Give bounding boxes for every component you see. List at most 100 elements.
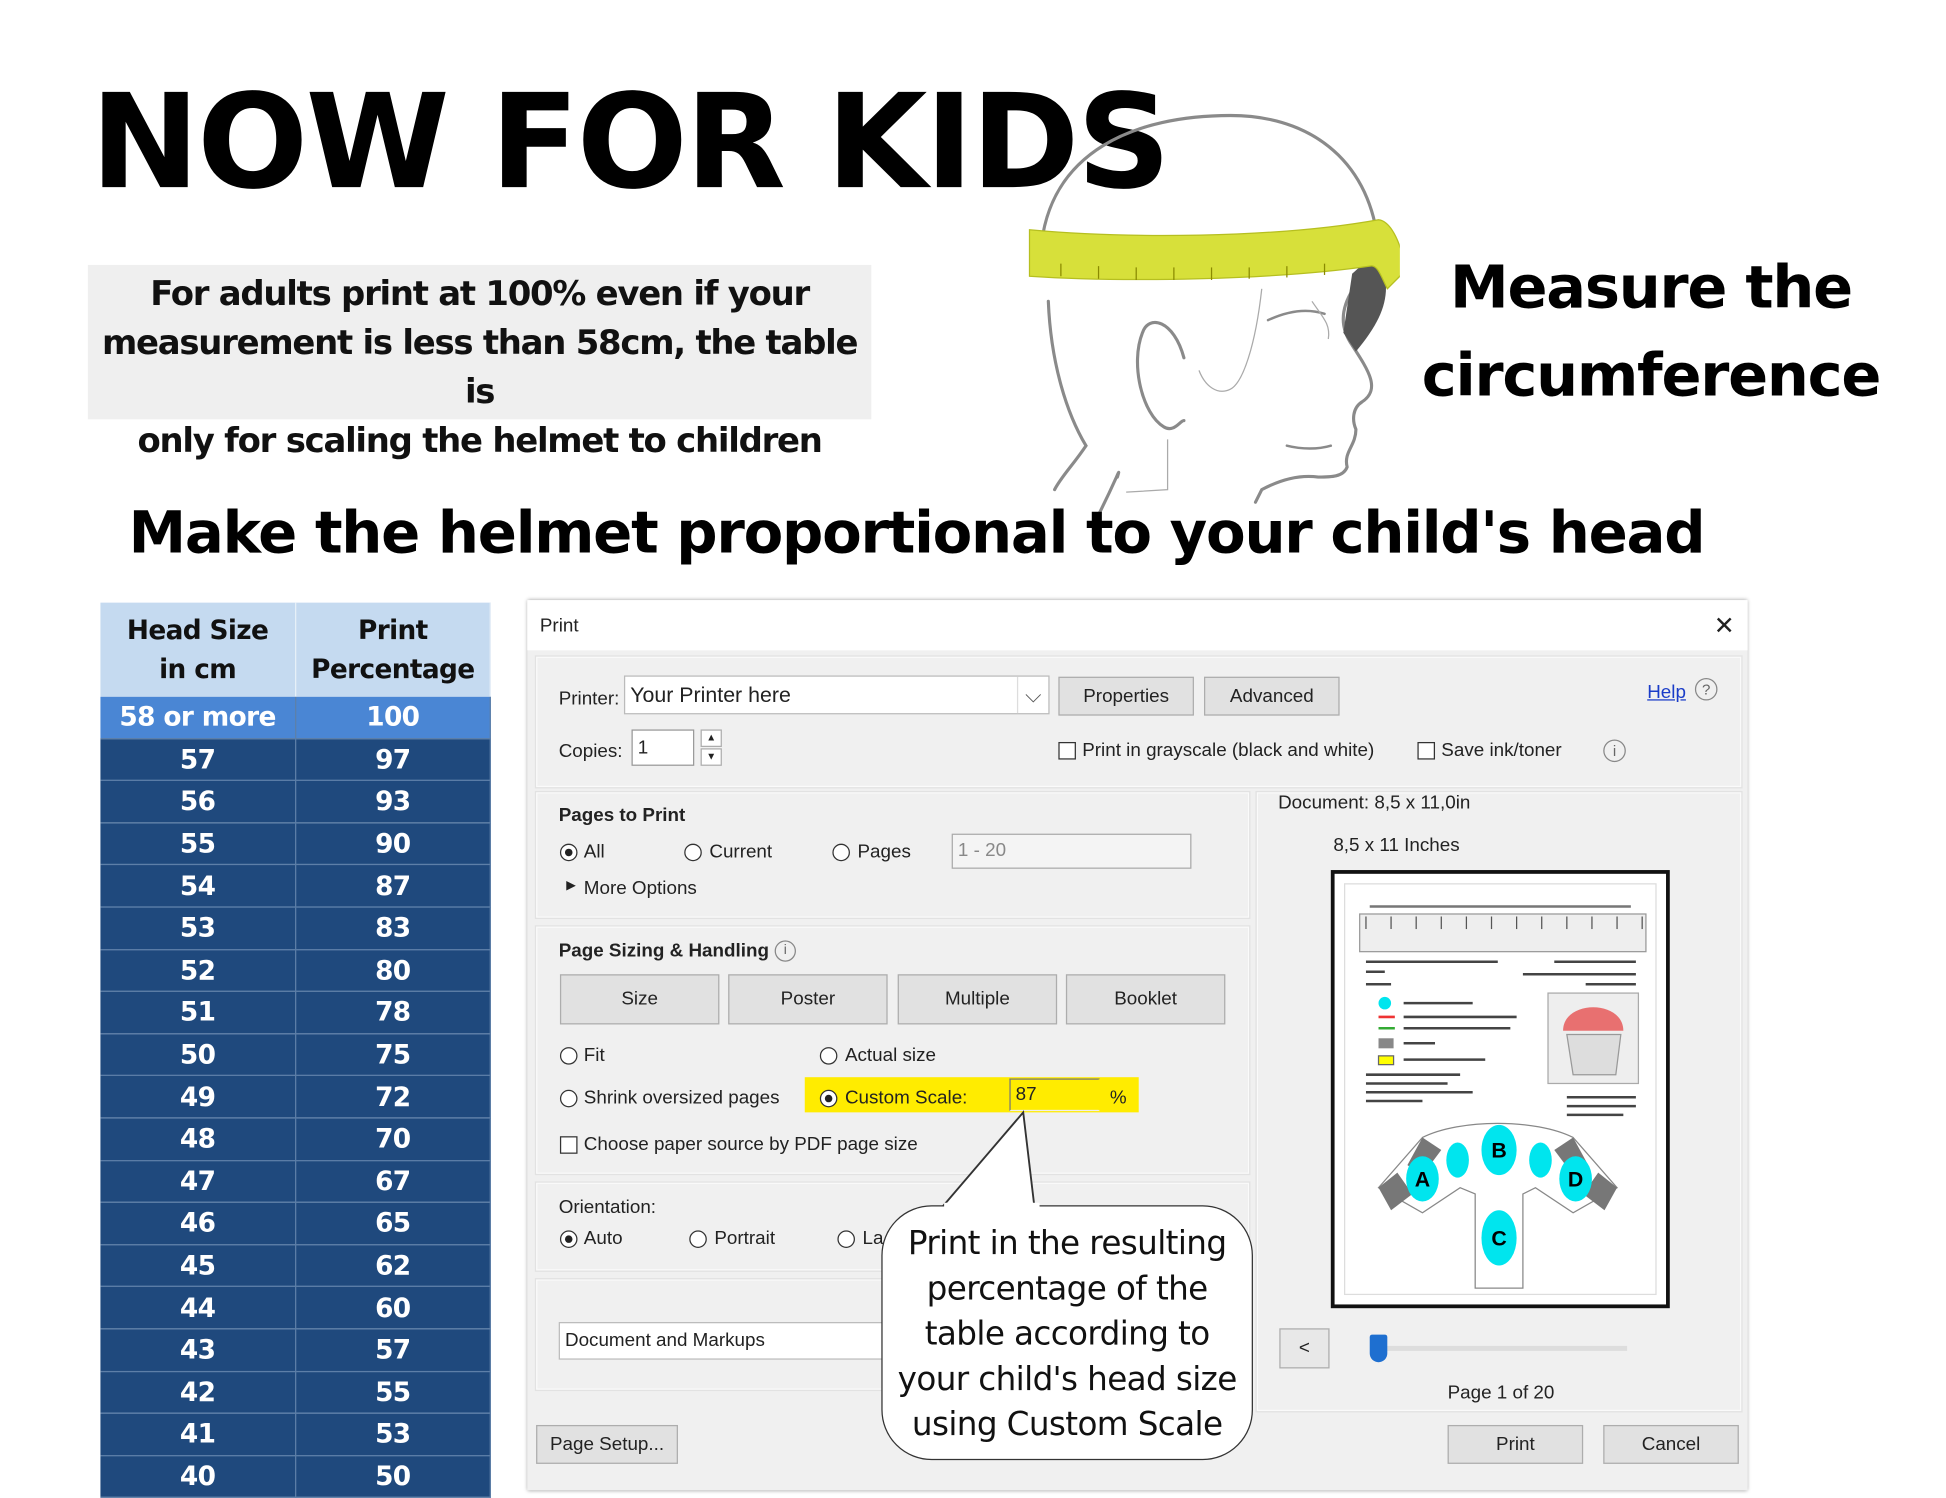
piece-label-b: B bbox=[1491, 1139, 1506, 1163]
print-percentage-cell: 70 bbox=[295, 1117, 491, 1161]
radio-portrait[interactable] bbox=[689, 1230, 707, 1248]
more-options-toggle[interactable]: More Options bbox=[583, 877, 697, 899]
table-row: 55 90 bbox=[100, 822, 491, 866]
callout-bubble: Print in the resulting percentage of the… bbox=[881, 1205, 1253, 1461]
adult-note: For adults print at 100% even if your me… bbox=[87, 264, 872, 461]
cancel-button[interactable]: Cancel bbox=[1603, 1424, 1739, 1464]
piece-label-d: D bbox=[1568, 1167, 1583, 1191]
head-size-cell: 51 bbox=[100, 991, 296, 1035]
head-size-cell: 58 or more bbox=[100, 696, 296, 739]
measure-line: circumference bbox=[1421, 341, 1882, 411]
measure-line: Measure the bbox=[1450, 253, 1853, 323]
measure-instruction: Measure the circumference bbox=[1394, 245, 1909, 421]
radio-actual-size[interactable] bbox=[819, 1047, 838, 1065]
radio-fit[interactable] bbox=[559, 1047, 578, 1065]
copies-increment[interactable]: ▲ bbox=[700, 729, 722, 748]
print-percentage-cell: 50 bbox=[295, 1455, 491, 1498]
poster-subtitle: Make the helmet proportional to your chi… bbox=[128, 498, 1706, 567]
table-row: 53 83 bbox=[100, 907, 491, 950]
paper-source-checkbox[interactable] bbox=[559, 1136, 578, 1154]
page-slider-thumb[interactable] bbox=[1369, 1334, 1388, 1363]
header-line: Head Size bbox=[126, 614, 269, 645]
radio-auto[interactable] bbox=[559, 1230, 578, 1248]
table-row: 56 93 bbox=[100, 780, 491, 824]
paper-source-label: Choose paper source by PDF page size bbox=[583, 1133, 918, 1156]
tab-size[interactable]: Size bbox=[559, 974, 720, 1025]
piece-label-c: C bbox=[1491, 1226, 1506, 1250]
print-percentage-cell: 57 bbox=[295, 1328, 491, 1372]
head-size-cell: 55 bbox=[100, 822, 296, 866]
print-percentage-cell: 87 bbox=[295, 864, 491, 908]
table-row: 49 72 bbox=[100, 1075, 491, 1119]
page-indicator: Page 1 of 20 bbox=[1447, 1382, 1555, 1404]
radio-all[interactable] bbox=[559, 843, 578, 862]
landscape-label: La bbox=[862, 1227, 884, 1250]
scale-table: Head Size in cm Print Percentage 58 or mor… bbox=[100, 602, 491, 1498]
all-label: All bbox=[583, 841, 605, 863]
table-row: 45 62 bbox=[100, 1244, 491, 1288]
head-size-cell: 47 bbox=[100, 1160, 296, 1203]
tab-booklet[interactable]: Booklet bbox=[1065, 974, 1226, 1025]
table-body: 58 or more 100 57 97 56 93 55 90 54 87 53 83 52 80 51 7… bbox=[100, 696, 491, 1498]
note-line: only for scaling the helmet to children bbox=[137, 421, 822, 461]
print-percentage-cell: 75 bbox=[295, 1033, 491, 1077]
copies-decrement[interactable]: ▼ bbox=[700, 748, 722, 766]
radio-custom-scale[interactable] bbox=[819, 1089, 838, 1108]
table-row: 54 87 bbox=[100, 864, 491, 908]
page-sizing-heading: Page Sizing & Handling bbox=[558, 940, 770, 962]
help-icon[interactable]: ? bbox=[1694, 677, 1718, 701]
comments-forms-select[interactable]: Document and Markups bbox=[558, 1322, 936, 1360]
head-size-cell: 52 bbox=[100, 949, 296, 993]
header-line: in cm bbox=[159, 653, 237, 684]
copies-input[interactable]: 1 bbox=[631, 729, 695, 766]
save-ink-label: Save ink/toner bbox=[1441, 739, 1562, 761]
pages-to-print-panel: Pages to Print All Current Pages 1 - 20 … bbox=[534, 790, 1251, 920]
info-icon[interactable]: i bbox=[1603, 739, 1626, 763]
prev-page-button[interactable]: < bbox=[1279, 1328, 1330, 1369]
radio-current[interactable] bbox=[684, 843, 702, 862]
head-size-cell: 56 bbox=[100, 780, 296, 824]
head-size-cell: 43 bbox=[100, 1328, 296, 1372]
pages-range-input[interactable]: 1 - 20 bbox=[951, 833, 1192, 869]
header-line: Print bbox=[358, 614, 428, 645]
radio-landscape[interactable] bbox=[837, 1230, 855, 1248]
pages-to-print-heading: Pages to Print bbox=[558, 804, 686, 827]
save-ink-checkbox[interactable] bbox=[1417, 741, 1436, 760]
grayscale-checkbox[interactable] bbox=[1058, 741, 1076, 760]
callout-line: your child's head size bbox=[897, 1360, 1238, 1399]
chevron-down-icon: ⌵ bbox=[1016, 676, 1048, 714]
close-icon[interactable]: ✕ bbox=[1713, 612, 1735, 641]
print-percentage-cell: 53 bbox=[295, 1413, 491, 1456]
page-slider-track[interactable] bbox=[1376, 1345, 1628, 1351]
advanced-button[interactable]: Advanced bbox=[1204, 676, 1340, 716]
radio-pages[interactable] bbox=[832, 843, 850, 862]
table-row: 46 65 bbox=[100, 1202, 491, 1246]
callout-line: using Custom Scale bbox=[911, 1406, 1223, 1444]
print-percentage-cell: 93 bbox=[295, 780, 491, 824]
radio-shrink[interactable] bbox=[559, 1089, 578, 1108]
head-size-cell: 48 bbox=[100, 1117, 296, 1161]
pages-label: Pages bbox=[857, 841, 911, 863]
tab-multiple[interactable]: Multiple bbox=[897, 974, 1058, 1025]
table-row: 50 75 bbox=[100, 1033, 491, 1077]
head-size-cell: 44 bbox=[100, 1286, 296, 1330]
tab-poster[interactable]: Poster bbox=[728, 974, 888, 1025]
print-percentage-cell: 78 bbox=[295, 991, 491, 1035]
table-row: 40 50 bbox=[100, 1455, 491, 1498]
note-line: measurement is less than 58cm, the table… bbox=[101, 323, 859, 412]
custom-scale-input[interactable]: 87 bbox=[1009, 1078, 1100, 1112]
print-button[interactable]: Print bbox=[1447, 1424, 1584, 1464]
page-setup-button[interactable]: Page Setup... bbox=[536, 1424, 678, 1464]
table-row: 47 67 bbox=[100, 1160, 491, 1203]
print-percentage-cell: 80 bbox=[295, 949, 491, 993]
help-link[interactable]: Help bbox=[1647, 681, 1686, 704]
callout-tail bbox=[939, 1110, 1036, 1209]
expand-triangle-icon[interactable]: ▶ bbox=[566, 878, 576, 893]
properties-button[interactable]: Properties bbox=[1058, 676, 1194, 716]
grayscale-label: Print in grayscale (black and white) bbox=[1082, 739, 1375, 761]
info-icon[interactable]: i bbox=[774, 940, 796, 962]
header-line: Percentage bbox=[311, 653, 475, 684]
print-percentage-cell: 67 bbox=[295, 1160, 491, 1203]
printer-select[interactable]: Your Printer here ⌵ bbox=[623, 675, 1050, 715]
print-percentage-cell: 62 bbox=[295, 1244, 491, 1288]
